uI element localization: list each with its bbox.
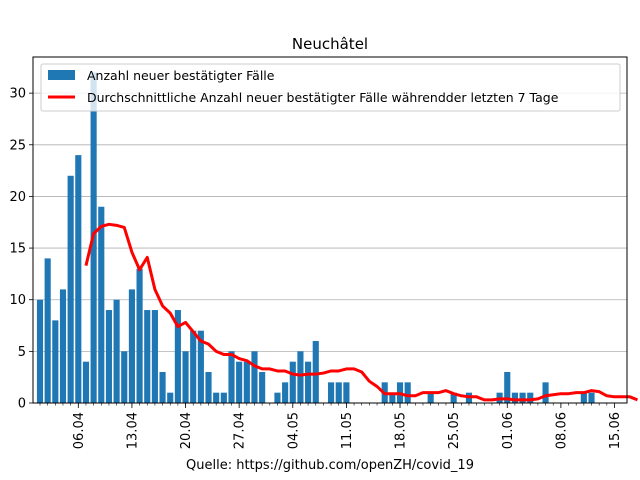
bar: [282, 382, 289, 403]
bar: [113, 299, 120, 403]
bar: [580, 392, 587, 403]
bar: [151, 310, 158, 403]
legend-bar-label: Anzahl neuer bestätigter Fälle: [87, 68, 275, 83]
bar: [98, 206, 105, 403]
bar: [542, 382, 549, 403]
bar: [450, 392, 457, 403]
bar: [228, 351, 235, 403]
y-tick-label: 10: [9, 293, 26, 308]
bar: [527, 392, 534, 403]
average-line: [84, 222, 639, 402]
bar: [197, 330, 204, 403]
x-tick-label: 04.05: [286, 412, 301, 449]
y-tick-label: 20: [9, 190, 26, 205]
bar: [274, 392, 281, 403]
bar: [82, 361, 90, 403]
source-caption: Quelle: https://github.com/openZH/covid_…: [186, 458, 474, 473]
legend-bar-swatch: [48, 70, 75, 80]
bar: [59, 289, 67, 403]
bar: [404, 382, 411, 403]
legend: Anzahl neuer bestätigter Fälle Durchschn…: [40, 63, 621, 112]
x-tick-label: 01.06: [501, 412, 516, 449]
x-tick-label: 08.06: [554, 412, 569, 449]
bar: [205, 372, 212, 403]
y-tick-label: 0: [18, 397, 26, 412]
bar: [190, 330, 197, 403]
bar: [297, 351, 304, 403]
bar: [588, 392, 595, 403]
bar: [389, 392, 396, 403]
bar: [519, 392, 526, 403]
bar: [251, 351, 258, 403]
x-tick-label: 27.04: [233, 412, 248, 449]
bar: [52, 320, 59, 403]
bar: [36, 299, 44, 403]
y-tick-label: 30: [9, 87, 26, 102]
bar: [335, 382, 342, 403]
x-tick-label: 15.06: [608, 412, 623, 449]
bar: [427, 392, 434, 403]
bar: [259, 372, 266, 403]
x-tick-label: 11.05: [340, 412, 355, 449]
bar: [121, 351, 128, 403]
bar: [75, 155, 82, 403]
bar: [305, 361, 312, 403]
x-tick-label: 20.04: [179, 412, 194, 449]
bar: [144, 310, 151, 403]
bar: [167, 392, 174, 403]
x-tick-label: 06.04: [72, 412, 87, 449]
bar: [511, 392, 518, 403]
plot-frame: [32, 56, 628, 404]
bar: [236, 361, 243, 403]
x-tick-label: 18.05: [394, 412, 409, 449]
chart-title: Neuchâtel: [292, 35, 368, 53]
y-axis: 0 5 10 15 20 25 30: [9, 87, 33, 412]
bar: [220, 392, 227, 403]
bar: [67, 175, 74, 403]
x-tick-label: 13.04: [125, 412, 140, 449]
y-tick-label: 25: [9, 138, 26, 153]
bar: [312, 341, 319, 403]
bar: [343, 382, 350, 403]
y-tick-label: 15: [9, 242, 26, 257]
bar: [213, 392, 220, 403]
bar: [182, 351, 189, 403]
x-tick-label: 25.05: [447, 412, 462, 449]
x-axis: 06.04 13.04 20.04 27.04 04.05 11.05 18.05 25.05…: [39, 403, 623, 449]
bar: [136, 268, 143, 403]
bar: [159, 372, 166, 403]
legend-box: [40, 63, 621, 112]
bar: [289, 361, 296, 403]
bar: [328, 382, 335, 403]
bar: [128, 289, 135, 403]
y-tick-label: 5: [18, 345, 26, 360]
bar: [243, 361, 250, 403]
bar: [105, 310, 113, 403]
legend-line-label: Durchschnittliche Anzahl neuer bestätigt…: [87, 90, 559, 105]
bar: [44, 258, 51, 403]
bar: [174, 310, 181, 403]
bar: [504, 372, 511, 403]
